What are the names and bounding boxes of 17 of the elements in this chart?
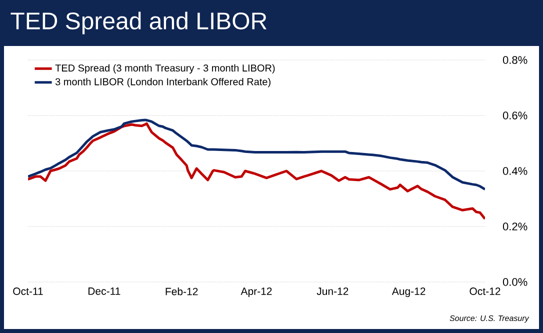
y-tick-label: 0.8% xyxy=(502,56,528,64)
chart-title: TED Spread and LIBOR xyxy=(10,12,267,34)
y-tick-label: 0.6% xyxy=(502,112,528,120)
y-tick-label: 0.4% xyxy=(502,167,528,175)
x-tick-label: Feb-12 xyxy=(166,288,198,296)
y-tick-label: 0.2% xyxy=(502,222,528,230)
x-tick-label: Apr-12 xyxy=(240,288,272,298)
source-note: Source: U.S. Treasury xyxy=(450,315,530,323)
legend-label: 3 month LIBOR (London Interbank Offered Rate) xyxy=(55,78,270,88)
y-tick-label: 0.0% xyxy=(502,278,528,286)
x-tick-label: Oct-12 xyxy=(470,288,500,295)
x-tick-label: Jun-12 xyxy=(316,288,348,295)
line-series xyxy=(28,122,485,220)
legend-label: TED Spread (3 month Treasury - 3 month LIBOR) xyxy=(55,64,275,74)
x-tick-label: Aug-12 xyxy=(392,288,426,298)
x-tick-label: Dec-11 xyxy=(88,288,120,295)
x-tick-label: Oct-11 xyxy=(13,288,43,295)
